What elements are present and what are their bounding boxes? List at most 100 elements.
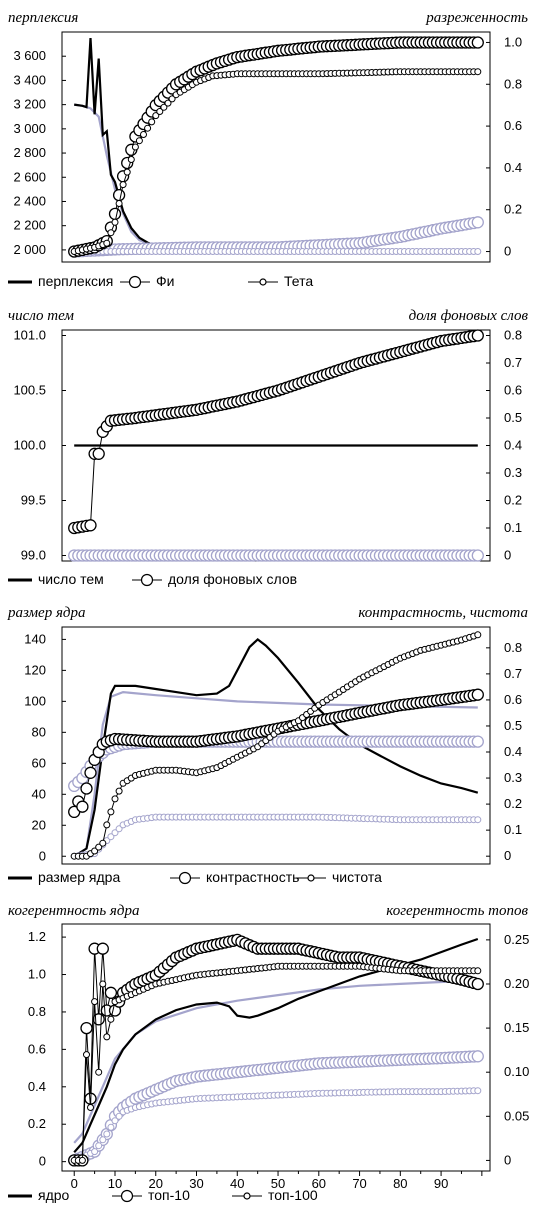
series-point-Тета xyxy=(156,108,164,115)
series-point-топ-100 xyxy=(99,1136,107,1144)
series-point-чистота xyxy=(91,847,99,855)
right-tick-label: 0.25 xyxy=(504,932,529,947)
left-tick-label: 101.0 xyxy=(13,328,46,343)
left-tick-label: 100.5 xyxy=(13,383,46,398)
series-point-топ-10 xyxy=(80,1021,93,1035)
legend-marker xyxy=(259,278,267,286)
series-point-чистота xyxy=(474,631,482,639)
series-point-топ-10 xyxy=(104,986,118,999)
series-point-топ-100 xyxy=(78,1156,86,1164)
x-tick-label: 60 xyxy=(312,1176,326,1191)
right-tick-label: 0.10 xyxy=(504,1064,529,1079)
legend-label: перплексия xyxy=(38,273,113,289)
legend-marker xyxy=(140,573,154,587)
left-tick-label: 0 xyxy=(39,848,46,863)
right-tick-label: 0 xyxy=(504,244,511,259)
left-tick-label: 0.4 xyxy=(28,1079,46,1094)
series-line-доля-фоновых-слов xyxy=(74,335,478,529)
right-tick-label: 0 xyxy=(504,1152,511,1167)
legend-marker xyxy=(128,275,142,289)
right-tick-label: 0 xyxy=(504,548,511,563)
legend-label: контрастность xyxy=(206,869,299,885)
series-point-Тета xyxy=(148,118,156,126)
series-point-топ-100 xyxy=(474,1087,482,1095)
legend-label: размер ядра xyxy=(38,869,120,885)
series-point-топ-100 xyxy=(115,1112,123,1120)
left-tick-label: 2 200 xyxy=(13,218,46,233)
x-tick-label: 90 xyxy=(434,1176,448,1191)
right-tick-label: 1.0 xyxy=(504,34,522,49)
x-tick-label: 50 xyxy=(271,1176,285,1191)
series-point-контрастность xyxy=(471,735,484,748)
left-tick-label: 40 xyxy=(32,786,46,801)
series-point-Фи xyxy=(471,216,484,229)
series-point-доля-фоновых-слов xyxy=(84,519,97,532)
right-tick-label: 0.8 xyxy=(504,76,522,91)
right-tick-label: 0.1 xyxy=(504,520,522,535)
series-point-контрастность xyxy=(76,800,89,813)
series-point-чистота xyxy=(103,821,111,829)
left-tick-label: 2 800 xyxy=(13,145,46,160)
legend-label: доля фоновых слов xyxy=(168,571,297,587)
series-point-топ-100 xyxy=(95,1142,103,1150)
legend-label: топ-10 xyxy=(148,1187,190,1203)
left-axis-title: размер ядра xyxy=(7,605,86,621)
series-point-топ-100 xyxy=(111,1117,119,1125)
x-tick-label: 20 xyxy=(149,1176,163,1191)
series-point-Тета xyxy=(131,143,139,151)
series-point-доля-фоновых-слов xyxy=(92,447,105,460)
x-tick-label: 30 xyxy=(189,1176,203,1191)
right-tick-label: 0.6 xyxy=(504,383,522,398)
plot-frame-4 xyxy=(61,923,491,1172)
left-tick-label: 3 400 xyxy=(13,72,46,87)
right-tick-label: 0.7 xyxy=(504,355,522,370)
left-tick-label: 0.6 xyxy=(28,1041,46,1056)
series-point-топ-10 xyxy=(92,1013,105,1026)
right-tick-label: 0.8 xyxy=(504,328,522,343)
right-tick-label: 0.4 xyxy=(504,438,522,453)
left-tick-label: 0 xyxy=(39,1154,46,1169)
series-point-Фи xyxy=(108,207,122,221)
left-tick-label: 60 xyxy=(32,755,46,770)
series-point-чистота xyxy=(115,787,123,795)
right-tick-label: 0.6 xyxy=(504,692,522,707)
series-point-чистота xyxy=(111,829,119,837)
x-tick-label: 80 xyxy=(393,1176,407,1191)
series-point-контрастность xyxy=(84,766,97,779)
right-tick-label: 0.15 xyxy=(504,1020,529,1035)
series-point-чистота xyxy=(474,816,482,824)
legend-marker xyxy=(178,871,192,885)
series-point-Тета xyxy=(123,168,131,176)
series-point-контрастность xyxy=(80,782,93,795)
series-point-чистота xyxy=(95,843,103,851)
x-tick-label: 0 xyxy=(71,1176,78,1191)
series-point-Тета xyxy=(140,131,147,138)
right-tick-label: 0.7 xyxy=(504,666,522,681)
right-axis-title: контрастность, чистота xyxy=(358,605,528,621)
left-tick-label: 120 xyxy=(24,662,46,677)
right-axis-title: когерентность топов xyxy=(386,903,528,919)
left-tick-label: 2 000 xyxy=(13,242,46,257)
left-tick-label: 3 200 xyxy=(13,97,46,112)
left-tick-label: 100 xyxy=(24,693,46,708)
legend-marker xyxy=(307,874,315,882)
right-tick-label: 0.2 xyxy=(504,796,522,811)
x-tick-label: 10 xyxy=(108,1176,122,1191)
series-line-Тета xyxy=(74,71,478,252)
right-tick-label: 0.1 xyxy=(504,822,522,837)
series-point-доля-фоновых-слов xyxy=(471,549,484,562)
series-line-контрастность xyxy=(73,694,478,813)
right-tick-label: 0.8 xyxy=(504,640,522,655)
right-tick-label: 0.2 xyxy=(504,202,522,217)
left-tick-label: 1.0 xyxy=(28,967,46,982)
left-tick-label: 20 xyxy=(32,817,46,832)
series-point-Тета xyxy=(135,137,143,145)
series-point-чистота xyxy=(107,808,115,816)
series-point-топ-100 xyxy=(91,998,99,1006)
right-tick-label: 0.4 xyxy=(504,744,522,759)
right-tick-label: 0.4 xyxy=(504,160,522,175)
series-point-топ-10 xyxy=(471,977,484,991)
x-tick-label: 40 xyxy=(230,1176,244,1191)
series-point-топ-10 xyxy=(471,1050,484,1063)
